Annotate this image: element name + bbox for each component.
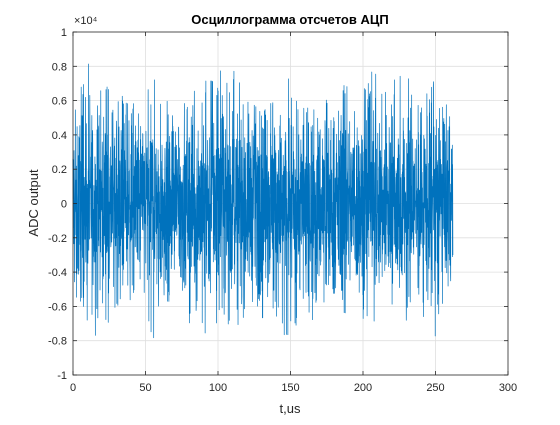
y-tick-label: 0.8 xyxy=(52,61,67,73)
y-exponent-label: ×10⁴ xyxy=(74,15,98,27)
y-tick-label: -0.2 xyxy=(48,233,67,245)
y-tick-label: -0.6 xyxy=(48,301,67,313)
x-axis-label: t,us xyxy=(280,401,301,416)
y-tick-label: 1 xyxy=(61,27,67,39)
y-tick-labels: -1 -0.8 -0.6 -0.4 -0.2 0 0.2 0.4 0.6 0.8 1 xyxy=(48,27,67,382)
x-tick-label: 0 xyxy=(70,382,76,394)
y-tick-label: 0 xyxy=(61,199,67,211)
y-tick-label: 0.6 xyxy=(52,96,67,108)
x-tick-label: 150 xyxy=(281,382,299,394)
x-tick-label: 250 xyxy=(426,382,444,394)
x-tick-label: 300 xyxy=(499,382,517,394)
x-tick-label: 200 xyxy=(354,382,372,394)
ticks xyxy=(72,31,509,376)
y-tick-label: 0.4 xyxy=(52,130,67,142)
x-tick-labels: 0 50 100 150 200 250 300 xyxy=(70,382,517,394)
y-tick-label: -0.8 xyxy=(48,336,67,348)
y-tick-label: -0.4 xyxy=(48,267,67,279)
y-axis-label: ADC output xyxy=(26,169,41,237)
signal-series xyxy=(72,63,454,339)
y-tick-label: 0.2 xyxy=(52,164,67,176)
signal-line xyxy=(72,63,454,339)
y-tick-label: -1 xyxy=(57,370,67,382)
x-tick-label: 100 xyxy=(209,382,227,394)
chart-title: Осциллограмма отсчетов АЦП xyxy=(191,12,388,27)
x-tick-label: 50 xyxy=(139,382,151,394)
